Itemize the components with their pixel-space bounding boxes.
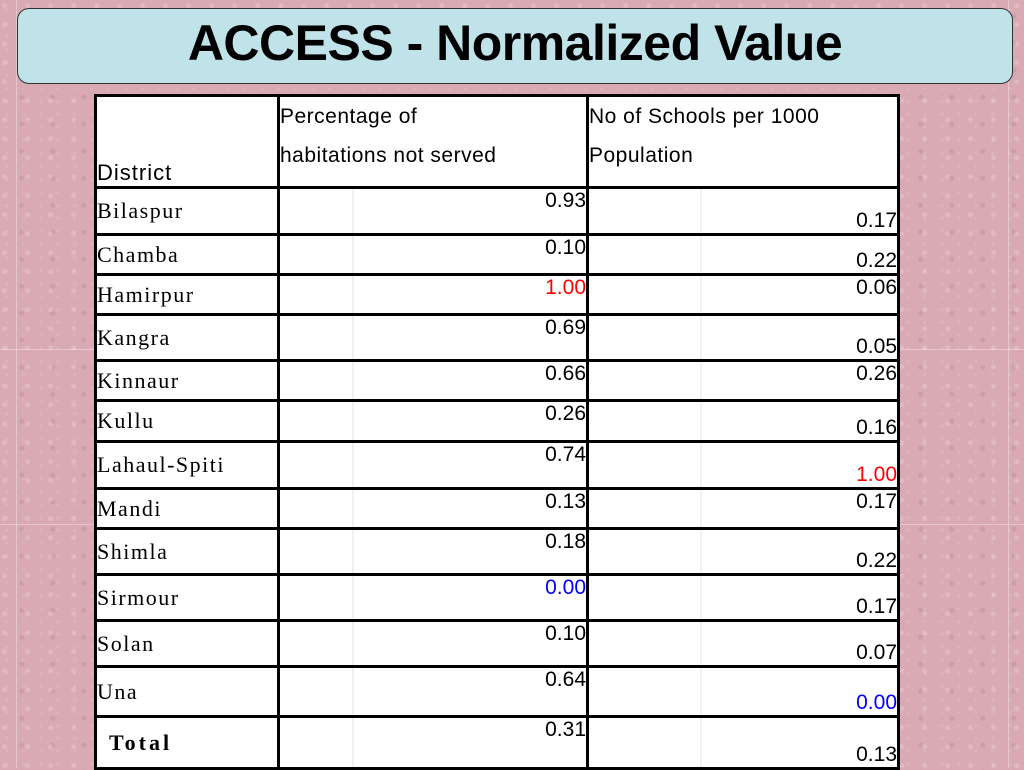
district-name: Kullu xyxy=(94,399,280,443)
district-name: Shimla xyxy=(94,527,280,576)
district-name: Lahaul-Spiti xyxy=(94,440,280,490)
district-name: Bilaspur xyxy=(94,186,280,236)
total-schools-per-1000-value: 0.13 xyxy=(586,715,900,770)
table-row: Kullu 0.26 0.16 xyxy=(94,399,900,443)
pct-not-served-value: 0.93 xyxy=(277,186,589,236)
table-row: Kangra 0.69 0.05 xyxy=(94,313,900,362)
header-schools-line1: No of Schools per 1000 xyxy=(589,105,820,128)
district-name: Sirmour xyxy=(94,573,280,622)
pct-not-served-value: 0.69 xyxy=(277,313,589,362)
title-banner: ACCESS - Normalized Value xyxy=(17,8,1013,84)
schools-per-1000-value: 0.17 xyxy=(586,573,900,622)
pct-not-served-value: 0.64 xyxy=(277,665,589,718)
pct-not-served-value: 1.00 xyxy=(277,273,589,316)
table-row: Mandi 0.13 0.17 xyxy=(94,487,900,530)
schools-per-1000-value: 0.00 xyxy=(586,665,900,718)
pct-not-served-value: 0.10 xyxy=(277,233,589,276)
schools-per-1000-value: 0.06 xyxy=(586,273,900,316)
district-name: Chamba xyxy=(94,233,280,276)
total-pct-not-served-value: 0.31 xyxy=(277,715,589,770)
header-row: District Percentage of habitations not s… xyxy=(94,94,900,189)
header-pct-line1: Percentage of xyxy=(280,105,418,128)
total-row: Total 0.31 0.13 xyxy=(94,715,900,770)
pct-not-served-value: 0.74 xyxy=(277,440,589,490)
schools-per-1000-value: 0.17 xyxy=(586,186,900,236)
pct-not-served-value: 0.10 xyxy=(277,619,589,668)
table-row: Solan 0.10 0.07 xyxy=(94,619,900,668)
pct-not-served-value: 0.13 xyxy=(277,487,589,530)
pct-not-served-value: 0.18 xyxy=(277,527,589,576)
pct-not-served-value: 0.66 xyxy=(277,359,589,402)
schools-per-1000-value: 0.17 xyxy=(586,487,900,530)
schools-per-1000-value: 1.00 xyxy=(586,440,900,490)
schools-per-1000-value: 0.22 xyxy=(586,233,900,276)
header-schools-line2: Population xyxy=(589,144,694,167)
district-name: Una xyxy=(94,665,280,718)
schools-per-1000-value: 0.26 xyxy=(586,359,900,402)
header-schools-per-1000: No of Schools per 1000 Population xyxy=(586,94,900,189)
header-pct-line2: habitations not served xyxy=(280,144,497,167)
pct-not-served-value: 0.00 xyxy=(277,573,589,622)
schools-per-1000-value: 0.22 xyxy=(586,527,900,576)
pct-not-served-value: 0.26 xyxy=(277,399,589,443)
district-name: Solan xyxy=(94,619,280,668)
background-guide-left xyxy=(16,0,17,768)
access-table: District Percentage of habitations not s… xyxy=(94,94,900,770)
district-name: Mandi xyxy=(94,487,280,530)
district-name: Hamirpur xyxy=(94,273,280,316)
table-row: Una 0.64 0.00 xyxy=(94,665,900,718)
table-row: Chamba 0.10 0.22 xyxy=(94,233,900,276)
table-row: Hamirpur 1.00 0.06 xyxy=(94,273,900,316)
schools-per-1000-value: 0.07 xyxy=(586,619,900,668)
table-row: Lahaul-Spiti 0.74 1.00 xyxy=(94,440,900,490)
table-row: Sirmour 0.00 0.17 xyxy=(94,573,900,622)
district-name: Kinnaur xyxy=(94,359,280,402)
total-label: Total xyxy=(94,715,280,770)
table-row: Shimla 0.18 0.22 xyxy=(94,527,900,576)
schools-per-1000-value: 0.05 xyxy=(586,313,900,362)
schools-per-1000-value: 0.16 xyxy=(586,399,900,443)
slide-title: ACCESS - Normalized Value xyxy=(187,15,843,71)
table-row: Kinnaur 0.66 0.26 xyxy=(94,359,900,402)
table-row: Bilaspur 0.93 0.17 xyxy=(94,186,900,236)
header-district: District xyxy=(94,94,280,189)
header-pct-not-served: Percentage of habitations not served xyxy=(277,94,589,189)
district-name: Kangra xyxy=(94,313,280,362)
background-guide-right xyxy=(1008,0,1009,768)
